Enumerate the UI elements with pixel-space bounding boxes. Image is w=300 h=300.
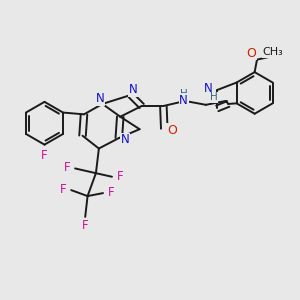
Text: O: O (167, 124, 177, 136)
Text: N: N (179, 94, 188, 107)
Text: N: N (96, 92, 104, 105)
Text: F: F (60, 183, 66, 196)
Text: N: N (204, 82, 213, 95)
Text: N: N (121, 133, 130, 146)
Text: F: F (64, 161, 70, 174)
Text: F: F (41, 148, 48, 162)
Text: H: H (210, 92, 218, 102)
Text: F: F (82, 219, 88, 232)
Text: H: H (180, 89, 188, 99)
Text: F: F (108, 186, 115, 199)
Text: CH₃: CH₃ (262, 47, 283, 57)
Text: F: F (117, 170, 124, 183)
Text: N: N (129, 83, 137, 96)
Text: O: O (247, 46, 256, 60)
